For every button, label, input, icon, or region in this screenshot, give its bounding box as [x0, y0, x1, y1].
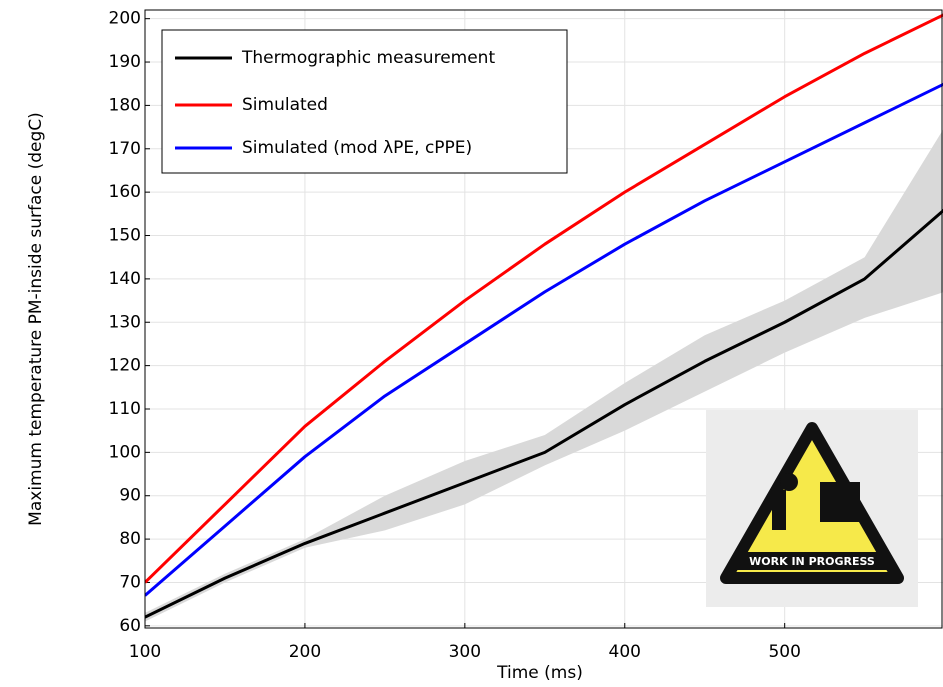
legend-label: Simulated (mod λPE, cPPE): [242, 138, 472, 158]
sign-monitor: [820, 482, 860, 522]
y-tick-label: 150: [109, 226, 141, 246]
y-tick-label: 140: [109, 269, 141, 289]
x-tick-label: 200: [289, 642, 321, 662]
x-tick-label: 400: [609, 642, 641, 662]
x-tick-label: 500: [768, 642, 800, 662]
x-tick-label: 300: [449, 642, 481, 662]
y-tick-label: 80: [119, 529, 141, 549]
series-line: [145, 208, 943, 619]
y-tick-label: 120: [109, 356, 141, 376]
y-tick-label: 60: [119, 616, 141, 636]
sign-text: WORK IN PROGRESS: [749, 555, 875, 568]
x-tick-label: 100: [129, 642, 161, 662]
y-tick-label: 100: [109, 442, 141, 462]
work-in-progress-sign: WORK IN PROGRESS: [706, 410, 918, 607]
sign-figure: [772, 490, 786, 530]
legend-label: Thermographic measurement: [241, 48, 495, 68]
y-tick-label: 170: [109, 139, 141, 159]
sign-figure-head: [780, 473, 798, 491]
y-tick-label: 160: [109, 182, 141, 202]
series-line: [145, 13, 943, 584]
y-tick-label: 180: [109, 95, 141, 115]
y-tick-label: 130: [109, 312, 141, 332]
x-axis-title: Time (ms): [496, 663, 583, 683]
y-axis-title: Maximum temperature PM-inside surface (d…: [26, 112, 46, 526]
y-tick-label: 90: [119, 486, 141, 506]
y-tick-label: 200: [109, 9, 141, 29]
legend-label: Simulated: [242, 95, 328, 115]
y-tick-label: 190: [109, 52, 141, 72]
series-line: [145, 82, 943, 597]
legend: Thermographic measurement Simulated Simula…: [161, 29, 568, 174]
plot-frame: [144, 9, 943, 629]
y-tick-label: 70: [119, 572, 141, 592]
sign-label-bg: [736, 552, 888, 570]
y-tick-label: 110: [109, 399, 141, 419]
